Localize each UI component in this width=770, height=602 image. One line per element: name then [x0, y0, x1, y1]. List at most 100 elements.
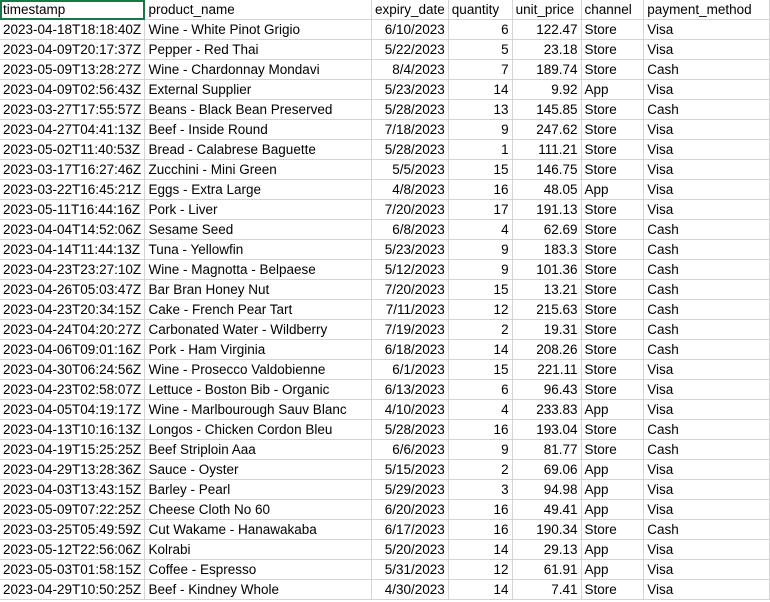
cell-payment-method[interactable]: Visa	[643, 139, 770, 160]
cell-quantity[interactable]: 15	[448, 159, 513, 180]
cell-timestamp[interactable]: 2023-04-09T02:56:43Z	[0, 79, 146, 100]
cell-timestamp[interactable]: 2023-03-17T16:27:46Z	[0, 159, 146, 180]
cell-expiry-date[interactable]: 5/28/2023	[371, 99, 449, 120]
cell-quantity[interactable]: 17	[448, 199, 513, 220]
cell-payment-method[interactable]: Cash	[643, 99, 770, 120]
cell-quantity[interactable]: 4	[448, 399, 513, 420]
cell-payment-method[interactable]: Cash	[643, 419, 770, 440]
cell-quantity[interactable]: 16	[448, 519, 513, 540]
cell-expiry-date[interactable]: 7/11/2023	[371, 299, 449, 320]
cell-timestamp[interactable]: 2023-04-14T11:44:13Z	[0, 239, 146, 260]
cell-product-name[interactable]: Wine - Magnotta - Belpaese	[144, 259, 372, 280]
cell-quantity[interactable]: 14	[448, 339, 513, 360]
cell-unit-price[interactable]: 215.63	[512, 299, 582, 320]
cell-channel[interactable]: Store	[581, 439, 645, 460]
cell-payment-method[interactable]: Visa	[643, 79, 770, 100]
cell-channel[interactable]: Store	[581, 379, 645, 400]
cell-unit-price[interactable]: 49.41	[512, 499, 582, 520]
cell-channel[interactable]: App	[581, 539, 645, 560]
cell-expiry-date[interactable]: 8/4/2023	[371, 59, 449, 80]
cell-product-name[interactable]: Carbonated Water - Wildberry	[144, 319, 372, 340]
cell-payment-method[interactable]: Visa	[643, 579, 770, 600]
cell-payment-method[interactable]: Visa	[643, 459, 770, 480]
cell-product-name[interactable]: Zucchini - Mini Green	[144, 159, 372, 180]
cell-quantity[interactable]: 9	[448, 439, 513, 460]
cell-quantity[interactable]: 13	[448, 99, 513, 120]
cell-product-name[interactable]: Longos - Chicken Cordon Bleu	[144, 419, 372, 440]
cell-expiry-date[interactable]: 5/20/2023	[371, 539, 449, 560]
cell-expiry-date[interactable]: 5/23/2023	[371, 79, 449, 100]
cell-quantity[interactable]: 16	[448, 419, 513, 440]
cell-product-name[interactable]: Wine - Marlbourough Sauv Blanc	[144, 399, 372, 420]
cell-unit-price[interactable]: 9.92	[512, 79, 582, 100]
cell-timestamp[interactable]: 2023-04-03T13:43:15Z	[0, 479, 146, 500]
cell-timestamp[interactable]: 2023-05-09T07:22:25Z	[0, 499, 146, 520]
cell-product-name[interactable]: Bar Bran Honey Nut	[144, 279, 372, 300]
cell-expiry-date[interactable]: 7/20/2023	[371, 279, 449, 300]
cell-product-name[interactable]: Pork - Ham Virginia	[144, 339, 372, 360]
cell-timestamp[interactable]: 2023-04-23T02:58:07Z	[0, 379, 146, 400]
cell-expiry-date[interactable]: 5/22/2023	[371, 39, 449, 60]
cell-channel[interactable]: Store	[581, 219, 645, 240]
cell-product-name[interactable]: Barley - Pearl	[144, 479, 372, 500]
cell-channel[interactable]: Store	[581, 239, 645, 260]
cell-unit-price[interactable]: 7.41	[512, 579, 582, 600]
cell-unit-price[interactable]: 94.98	[512, 479, 582, 500]
header-cell-timestamp[interactable]: timestamp	[0, 0, 146, 20]
cell-timestamp[interactable]: 2023-04-23T23:27:10Z	[0, 259, 146, 280]
cell-payment-method[interactable]: Cash	[643, 279, 770, 300]
cell-timestamp[interactable]: 2023-04-05T04:19:17Z	[0, 399, 146, 420]
cell-payment-method[interactable]: Visa	[643, 499, 770, 520]
cell-channel[interactable]: Store	[581, 519, 645, 540]
cell-payment-method[interactable]: Visa	[643, 159, 770, 180]
cell-quantity[interactable]: 9	[448, 239, 513, 260]
cell-expiry-date[interactable]: 7/19/2023	[371, 319, 449, 340]
cell-quantity[interactable]: 12	[448, 559, 513, 580]
cell-quantity[interactable]: 1	[448, 139, 513, 160]
cell-channel[interactable]: Store	[581, 279, 645, 300]
header-cell-quantity[interactable]: quantity	[448, 0, 513, 20]
cell-quantity[interactable]: 9	[448, 119, 513, 140]
cell-payment-method[interactable]: Visa	[643, 19, 770, 40]
cell-quantity[interactable]: 15	[448, 279, 513, 300]
cell-quantity[interactable]: 9	[448, 259, 513, 280]
cell-unit-price[interactable]: 23.18	[512, 39, 582, 60]
cell-expiry-date[interactable]: 5/28/2023	[371, 139, 449, 160]
cell-timestamp[interactable]: 2023-05-11T16:44:16Z	[0, 199, 146, 220]
cell-payment-method[interactable]: Visa	[643, 199, 770, 220]
cell-product-name[interactable]: Cake - French Pear Tart	[144, 299, 372, 320]
header-cell-channel[interactable]: channel	[581, 0, 645, 20]
cell-unit-price[interactable]: 101.36	[512, 259, 582, 280]
cell-expiry-date[interactable]: 5/31/2023	[371, 559, 449, 580]
cell-payment-method[interactable]: Visa	[643, 179, 770, 200]
cell-unit-price[interactable]: 208.26	[512, 339, 582, 360]
cell-unit-price[interactable]: 96.43	[512, 379, 582, 400]
cell-payment-method[interactable]: Cash	[643, 239, 770, 260]
cell-product-name[interactable]: Cut Wakame - Hanawakaba	[144, 519, 372, 540]
cell-channel[interactable]: Store	[581, 39, 645, 60]
cell-timestamp[interactable]: 2023-04-26T05:03:47Z	[0, 279, 146, 300]
cell-unit-price[interactable]: 62.69	[512, 219, 582, 240]
cell-expiry-date[interactable]: 4/10/2023	[371, 399, 449, 420]
cell-unit-price[interactable]: 48.05	[512, 179, 582, 200]
cell-expiry-date[interactable]: 5/15/2023	[371, 459, 449, 480]
cell-payment-method[interactable]: Visa	[643, 559, 770, 580]
cell-unit-price[interactable]: 69.06	[512, 459, 582, 480]
cell-unit-price[interactable]: 81.77	[512, 439, 582, 460]
cell-payment-method[interactable]: Visa	[643, 379, 770, 400]
cell-payment-method[interactable]: Visa	[643, 479, 770, 500]
cell-unit-price[interactable]: 145.85	[512, 99, 582, 120]
cell-timestamp[interactable]: 2023-04-19T15:25:25Z	[0, 439, 146, 460]
cell-timestamp[interactable]: 2023-04-18T18:18:40Z	[0, 19, 146, 40]
cell-payment-method[interactable]: Visa	[643, 359, 770, 380]
cell-expiry-date[interactable]: 5/28/2023	[371, 419, 449, 440]
header-cell-payment-method[interactable]: payment_method	[643, 0, 770, 20]
cell-payment-method[interactable]: Cash	[643, 259, 770, 280]
cell-unit-price[interactable]: 146.75	[512, 159, 582, 180]
cell-quantity[interactable]: 5	[448, 39, 513, 60]
header-cell-product-name[interactable]: product_name	[144, 0, 372, 20]
cell-timestamp[interactable]: 2023-03-22T16:45:21Z	[0, 179, 146, 200]
cell-timestamp[interactable]: 2023-05-03T01:58:15Z	[0, 559, 146, 580]
cell-quantity[interactable]: 3	[448, 479, 513, 500]
cell-expiry-date[interactable]: 5/12/2023	[371, 259, 449, 280]
